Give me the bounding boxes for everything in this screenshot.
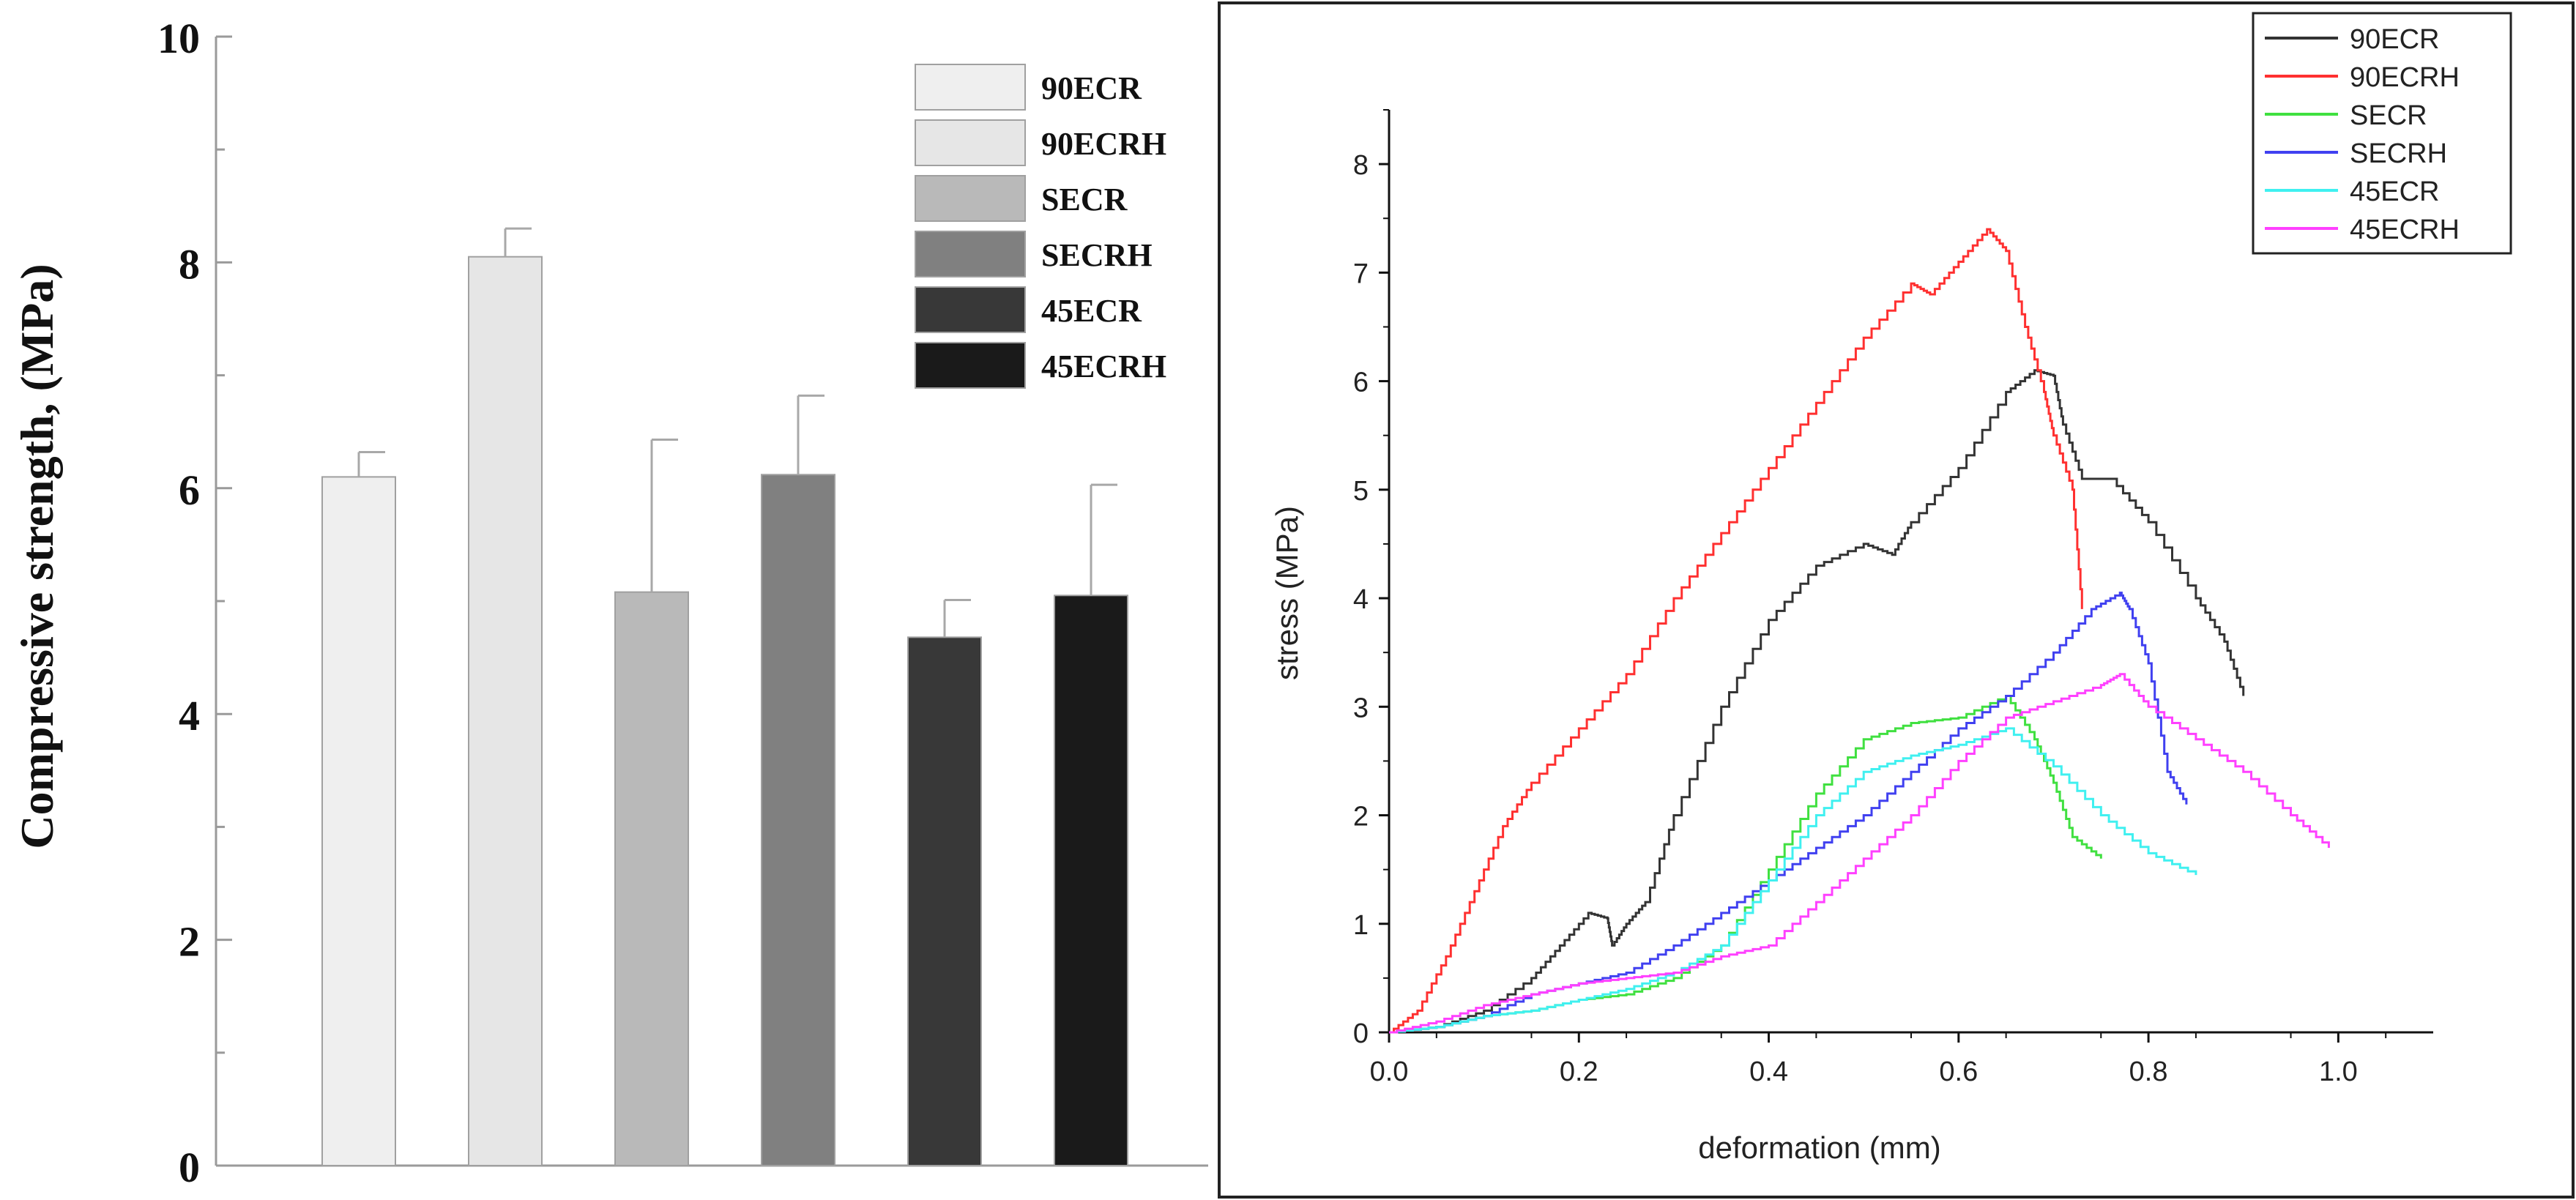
series-line-90ecr bbox=[1389, 369, 2245, 1034]
legend-label: 45ECR bbox=[2350, 176, 2440, 207]
legend-label: SECRH bbox=[1041, 237, 1153, 273]
line-chart-y-tick-label: 2 bbox=[1353, 802, 1369, 832]
legend-swatch-45ecr bbox=[915, 286, 1026, 333]
legend-swatch-secrh bbox=[915, 231, 1026, 277]
bar-secr bbox=[614, 591, 689, 1166]
bar-chart-y-tick-label: 8 bbox=[179, 240, 200, 288]
legend-label: 45ECR bbox=[1041, 293, 1142, 329]
legend-label: 90ECR bbox=[2350, 24, 2440, 55]
line-chart-y-tick-label: 6 bbox=[1353, 368, 1369, 398]
series-line-45ecrh bbox=[1389, 673, 2330, 1034]
line-chart-x-tick-label: 0.4 bbox=[1749, 1056, 1788, 1087]
legend-label: 45ECRH bbox=[2350, 215, 2460, 245]
line-chart-y-tick-label: 3 bbox=[1353, 693, 1369, 723]
line-chart-y-axis-label: stress (MPa) bbox=[1270, 506, 1304, 680]
bar-chart-bars bbox=[321, 227, 1128, 1167]
legend-label: 90ECRH bbox=[1041, 126, 1166, 162]
line-chart-y-tick-label: 5 bbox=[1353, 476, 1369, 507]
series-line-90ecrh bbox=[1389, 228, 2083, 1034]
legend-label: 90ECRH bbox=[2350, 62, 2460, 93]
bar-chart-y-tick-label: 0 bbox=[179, 1144, 200, 1191]
line-chart: 0 1 2 3 4 5 6 7 8 0.0 0.2 0.4 0.6 0.8 1.0 90ECR 90ECRH S… bbox=[1218, 1, 2575, 1199]
line-chart-axes: 0 1 2 3 4 5 6 7 8 0.0 0.2 0.4 0.6 0.8 1.0 bbox=[1353, 109, 2433, 1087]
line-chart-x-tick-label: 0.8 bbox=[2129, 1056, 2168, 1087]
line-chart-x-tick-label: 1.0 bbox=[2319, 1056, 2358, 1087]
legend-swatch-90ecr bbox=[915, 64, 1026, 111]
line-chart-y-tick-label: 0 bbox=[1353, 1018, 1369, 1049]
line-chart-y-tick-label: 7 bbox=[1353, 258, 1369, 289]
legend-label: SECR bbox=[1041, 182, 1128, 217]
line-chart-x-tick-label: 0.6 bbox=[1939, 1056, 1978, 1087]
legend-swatch-45ecrh bbox=[915, 342, 1026, 389]
line-chart-series bbox=[1389, 228, 2330, 1034]
bar-chart-legend: 90ECR 90ECRH SECR SECRH 45ECR 45ECRH bbox=[915, 64, 1166, 389]
legend-label: SECRH bbox=[2350, 138, 2447, 169]
bar-chart-y-tick-label: 2 bbox=[179, 918, 200, 966]
bar-chart-y-axis-label: Compressive strength, (MPa) bbox=[11, 264, 63, 849]
bar-45ecrh bbox=[1054, 595, 1128, 1166]
line-chart-legend: 90ECR 90ECRH SECR SECRH 45ECR 45ECRH bbox=[2252, 12, 2512, 255]
bar-90ecrh bbox=[468, 256, 543, 1167]
bar-45ecr bbox=[907, 636, 982, 1166]
line-chart-x-tick-label: 0.2 bbox=[1560, 1056, 1598, 1087]
legend-label: 90ECR bbox=[1041, 70, 1142, 106]
bar-chart-y-axis: 0 2 4 6 8 10 bbox=[157, 15, 1208, 1191]
line-chart-y-tick-label: 8 bbox=[1353, 150, 1369, 181]
line-chart-y-tick-label: 4 bbox=[1353, 584, 1369, 615]
series-line-45ecr bbox=[1389, 727, 2197, 1034]
bar-chart-y-tick-label: 6 bbox=[179, 466, 200, 514]
line-chart-x-tick-label: 0.0 bbox=[1370, 1056, 1409, 1087]
bar-90ecr bbox=[321, 476, 396, 1166]
legend-swatch-90ecrh bbox=[915, 119, 1026, 166]
line-chart-frame bbox=[1218, 1, 2575, 1199]
bar-chart-y-tick-label: 4 bbox=[179, 692, 200, 739]
line-chart-x-axis-label: deformation (mm) bbox=[1698, 1130, 1940, 1165]
line-legend-box bbox=[2252, 12, 2512, 255]
legend-swatch-secr bbox=[915, 175, 1026, 222]
bar-chart-y-tick-label: 10 bbox=[157, 15, 200, 62]
line-chart-y-tick-label: 1 bbox=[1353, 910, 1369, 941]
legend-label: SECR bbox=[2350, 100, 2427, 131]
legend-label: 45ECRH bbox=[1041, 349, 1166, 384]
bar-secrh bbox=[761, 474, 835, 1166]
